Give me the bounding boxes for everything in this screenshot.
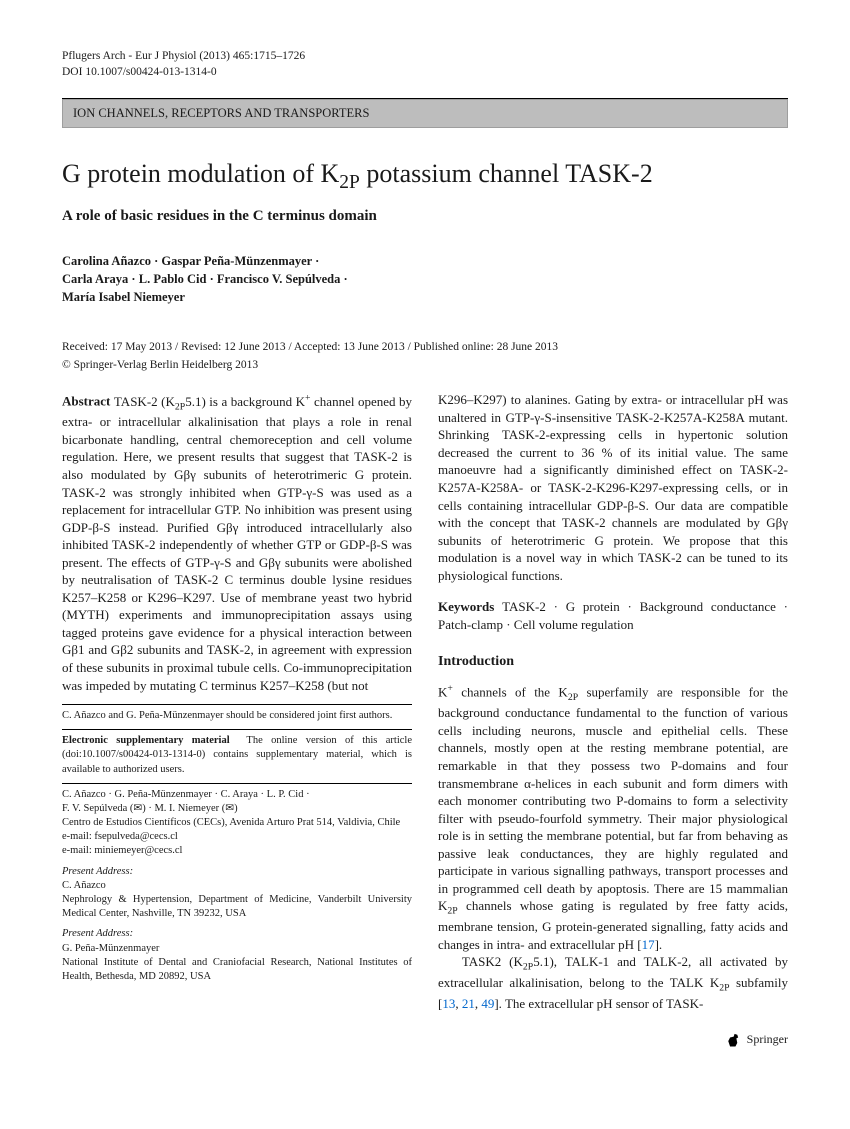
page-footer: Springer bbox=[62, 1030, 788, 1048]
present-address-2: Present Address: G. Peña-Münzenmayer Nat… bbox=[62, 927, 412, 984]
article-subtitle: A role of basic residues in the C termin… bbox=[62, 206, 788, 226]
introduction-text: K+ channels of the K2P superfamily are r… bbox=[438, 682, 788, 1012]
keywords-label: Keywords bbox=[438, 599, 494, 614]
abstract-text-left: TASK-2 (K2P5.1) is a background K+ chann… bbox=[62, 394, 412, 693]
present-name-1: C. Añazco bbox=[62, 879, 412, 893]
journal-citation: Pflugers Arch - Eur J Physiol (2013) 465… bbox=[62, 48, 788, 64]
abstract-label: Abstract bbox=[62, 394, 110, 409]
footnote-rule-2 bbox=[62, 729, 412, 730]
left-column: Abstract TASK-2 (K2P5.1) is a background… bbox=[62, 391, 412, 1012]
two-column-body: Abstract TASK-2 (K2P5.1) is a background… bbox=[62, 391, 788, 1012]
article-category: ION CHANNELS, RECEPTORS AND TRANSPORTERS bbox=[62, 99, 788, 128]
present-address-1: Present Address: C. Añazco Nephrology & … bbox=[62, 865, 412, 922]
corr-email-1: e-mail: fsepulveda@cecs.cl bbox=[62, 830, 412, 844]
abstract-text-right: K296–K297) to alanines. Gating by extra-… bbox=[438, 391, 788, 584]
running-header: Pflugers Arch - Eur J Physiol (2013) 465… bbox=[62, 48, 788, 80]
article-dates: Received: 17 May 2013 / Revised: 12 June… bbox=[62, 340, 788, 356]
keywords-paragraph: Keywords TASK-2 · G protein · Background… bbox=[438, 598, 788, 633]
present-addr-1: Nephrology & Hypertension, Department of… bbox=[62, 893, 412, 921]
publisher-name: Springer bbox=[747, 1031, 788, 1047]
present-name-2: G. Peña-Münzenmayer bbox=[62, 942, 412, 956]
copyright-line: © Springer-Verlag Berlin Heidelberg 2013 bbox=[62, 358, 788, 374]
springer-horse-icon bbox=[725, 1030, 743, 1048]
esm-note: Electronic supplementary material The on… bbox=[62, 734, 412, 777]
doi: DOI 10.1007/s00424-013-1314-0 bbox=[62, 64, 788, 80]
footnote-rule-1 bbox=[62, 704, 412, 705]
abstract-paragraph: Abstract TASK-2 (K2P5.1) is a background… bbox=[62, 391, 412, 694]
joint-first-authors-note: C. Añazco and G. Peña-Münzenmayer should… bbox=[62, 709, 412, 723]
present-label-2: Present Address: bbox=[62, 927, 412, 941]
affil-authors-2: F. V. Sepúlveda (✉) · M. I. Niemeyer (✉) bbox=[62, 802, 412, 816]
present-addr-2: National Institute of Dental and Craniof… bbox=[62, 956, 412, 984]
affil-institution: Centro de Estudios Científicos (CECs), A… bbox=[62, 816, 412, 830]
affil-authors-1: C. Añazco · G. Peña-Münzenmayer · C. Ara… bbox=[62, 788, 412, 802]
author-list: Carolina Añazco · Gaspar Peña-Münzenmaye… bbox=[62, 252, 788, 306]
corr-email-2: e-mail: miniemeyer@cecs.cl bbox=[62, 844, 412, 858]
article-title: G protein modulation of K2P potassium ch… bbox=[62, 158, 788, 196]
publisher-logo: Springer bbox=[725, 1030, 788, 1048]
footnote-block: C. Añazco and G. Peña-Münzenmayer should… bbox=[62, 704, 412, 984]
footnote-rule-3 bbox=[62, 783, 412, 784]
introduction-heading: Introduction bbox=[438, 653, 788, 672]
right-column: K296–K297) to alanines. Gating by extra-… bbox=[438, 391, 788, 1012]
affiliation-block: C. Añazco · G. Peña-Münzenmayer · C. Ara… bbox=[62, 788, 412, 859]
present-label-1: Present Address: bbox=[62, 865, 412, 879]
